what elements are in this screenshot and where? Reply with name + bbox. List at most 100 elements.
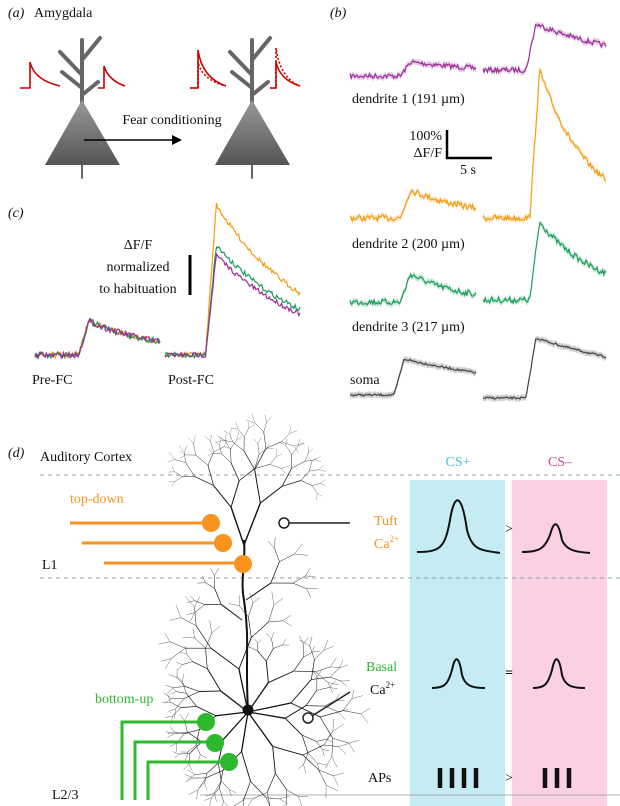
dendrite [317, 762, 328, 766]
dendrite [230, 480, 240, 508]
epsp-traces [20, 47, 301, 89]
dendrite [319, 716, 334, 739]
dendrite [279, 796, 290, 800]
calcium-traces [34, 21, 607, 402]
input-label: bottom-up [95, 692, 153, 707]
dendrite [217, 762, 222, 781]
dendrite [184, 773, 193, 779]
trace [482, 23, 607, 75]
dendrite [324, 700, 336, 707]
dendrite [254, 638, 258, 644]
dendrite [236, 432, 239, 441]
dendrite [286, 789, 299, 797]
dendrite [311, 457, 317, 463]
bottom-up-synapses [197, 713, 238, 771]
dendrite [164, 698, 172, 704]
dendrite [323, 744, 339, 747]
dendrite [194, 607, 197, 626]
dendrite [268, 540, 275, 549]
dendrite [175, 698, 185, 709]
condition-label: CS– [548, 455, 573, 470]
dendrite [183, 763, 190, 771]
dendrite [316, 738, 327, 742]
dendrite [241, 751, 251, 782]
dendrite [176, 676, 183, 682]
dendrite [167, 687, 174, 694]
dendrite [233, 799, 244, 806]
dendrite [217, 435, 224, 441]
dendrite [275, 773, 288, 791]
comparison: > [505, 771, 513, 786]
dendrite [318, 769, 334, 777]
dendrite [301, 735, 309, 754]
dendrite [228, 789, 237, 794]
dendrite [213, 446, 225, 452]
dendrite [194, 604, 205, 613]
dendrite [196, 789, 199, 800]
dendrite [183, 445, 188, 452]
charge: 2+ [390, 534, 400, 544]
dendrite [284, 717, 303, 736]
dendrite [299, 635, 304, 645]
dendrite [264, 414, 267, 423]
panel-title: Auditory Cortex [40, 450, 132, 465]
dendrite [248, 616, 252, 638]
dendrite [247, 711, 286, 719]
dendrite [271, 591, 275, 605]
dendrite [176, 691, 187, 694]
dendrite [194, 476, 214, 486]
dendrite [174, 471, 183, 477]
dendrite [330, 657, 337, 667]
dendrite [185, 693, 197, 707]
dendrite [338, 743, 350, 747]
dendrite [291, 445, 299, 455]
dendrite [214, 792, 217, 802]
dendrite [182, 661, 193, 665]
dendrite [210, 647, 240, 670]
dendrite [320, 479, 326, 484]
trace [349, 189, 477, 224]
dendrite [248, 424, 255, 428]
dendrite [300, 640, 310, 646]
dendrite [199, 690, 221, 692]
dendrite [293, 442, 304, 447]
dendrite [167, 459, 175, 463]
dendrite [219, 445, 222, 454]
dendrite [223, 446, 232, 449]
ion: Ca [370, 683, 386, 698]
dendrite [305, 575, 315, 577]
dendrite [274, 548, 280, 562]
dendrite [315, 666, 331, 673]
dendrite [323, 640, 328, 651]
dendrite [211, 787, 220, 798]
dendrite [192, 628, 195, 638]
dendrite [193, 435, 196, 444]
dendrite [184, 713, 189, 721]
dendrite [228, 789, 232, 797]
dendrite [293, 657, 304, 672]
dendrite [249, 592, 254, 604]
tuft-ion: Ca2+ [374, 534, 399, 552]
trace [349, 59, 477, 81]
dendrite [340, 680, 347, 687]
dendrite [199, 782, 205, 788]
trace [482, 67, 607, 223]
dendrite [273, 598, 284, 605]
calcium-waveforms [416, 499, 591, 689]
dendrite [163, 692, 172, 699]
dendrite [164, 632, 171, 642]
dendrite [285, 445, 292, 455]
dendrite [272, 746, 276, 774]
dendrite [294, 543, 303, 555]
trace [34, 317, 161, 360]
dendrite [165, 685, 174, 688]
dendrite [207, 451, 215, 466]
dendrite [254, 448, 267, 470]
dendrite [205, 582, 215, 589]
comparison: = [505, 666, 513, 681]
dendrite [214, 780, 222, 793]
dendrite [165, 658, 172, 670]
dendrite [195, 744, 201, 755]
dendrite [315, 671, 329, 683]
